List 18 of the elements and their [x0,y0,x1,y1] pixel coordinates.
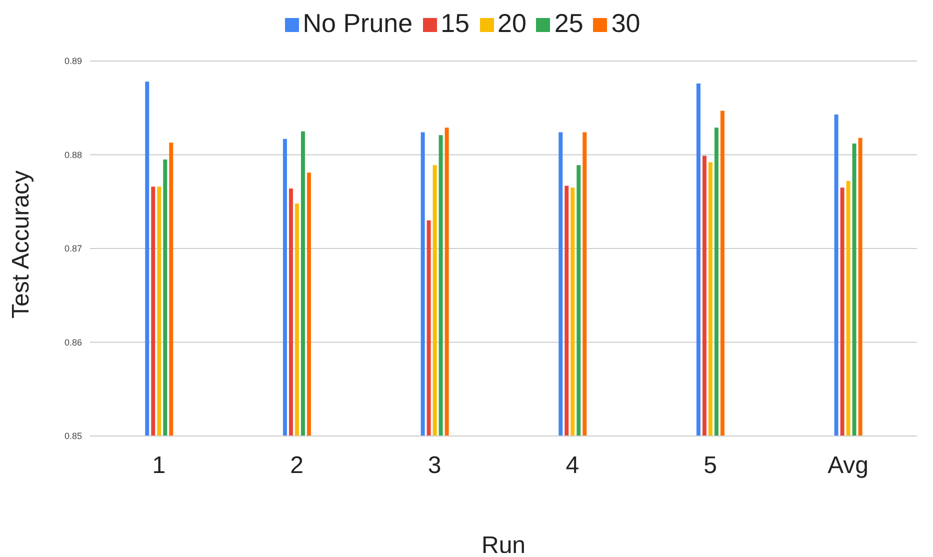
x-tick-label: Avg [828,452,869,480]
y-axis-title: Test Accuracy [8,170,35,318]
y-tick-label: 0.87 [64,244,82,254]
x-tick-label: 4 [566,452,580,480]
legend-label: 25 [554,8,584,38]
x-tick-label: 3 [428,452,442,480]
legend-label: 30 [611,8,640,38]
x-tick-label: 2 [290,452,304,480]
y-tick-label: 0.85 [64,431,82,442]
legend-label: No Prune [302,8,413,38]
y-tick-label: 0.88 [64,150,82,160]
legend-label: 15 [440,8,470,38]
x-axis-title: Run [481,532,526,557]
y-tick-label: 0.86 [64,337,82,348]
y-tick-label: 0.89 [64,56,82,66]
legend-label: 20 [498,8,526,38]
x-tick-label: 5 [704,452,717,480]
x-tick-label: 1 [152,452,166,480]
